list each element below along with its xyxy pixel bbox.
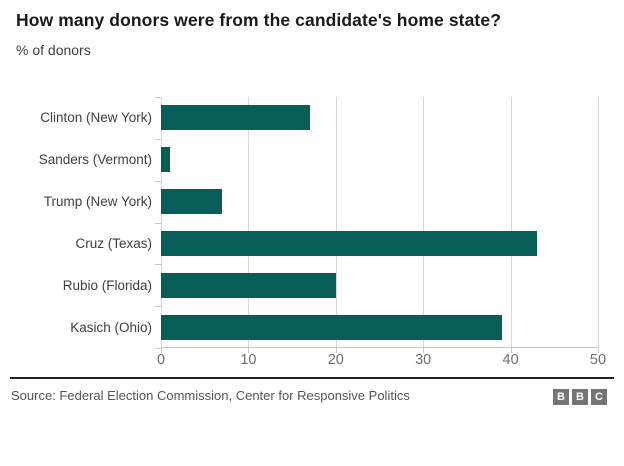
bar-cruz: [161, 230, 537, 256]
category-label: Rubio (Florida): [62, 277, 152, 293]
y-tick-mark: [155, 180, 161, 182]
x-tick-mark: [598, 348, 599, 353]
x-tick-label: 50: [589, 352, 607, 368]
bbc-logo-block: B: [572, 389, 588, 405]
chart-subtitle: % of donors: [16, 42, 91, 58]
bbc-logo-block: B: [553, 389, 569, 405]
footer-divider: [10, 377, 614, 379]
x-tick-mark: [248, 348, 250, 353]
bar-kasich: [161, 314, 502, 340]
x-tick-label: 10: [240, 352, 257, 368]
gridline-20: [335, 97, 337, 347]
y-tick-mark: [155, 138, 161, 140]
gridline-40: [510, 97, 512, 347]
category-label: Sanders (Vermont): [38, 152, 152, 168]
x-tick-mark: [423, 348, 425, 353]
x-tick-label: 0: [156, 352, 166, 368]
y-tick-mark: [155, 348, 161, 349]
bbc-logo-block: C: [591, 389, 607, 405]
x-tick-mark: [510, 348, 512, 353]
x-tick-mark: [335, 348, 337, 353]
y-tick-mark: [155, 306, 161, 308]
x-tick-label: 20: [327, 352, 344, 368]
x-tick-label: 30: [415, 352, 432, 368]
bar-rubio: [161, 272, 336, 298]
y-tick-mark: [155, 222, 161, 224]
gridline-0: [161, 97, 162, 347]
x-tick-label: 40: [502, 352, 519, 368]
source-credit: Source: Federal Election Commission, Cen…: [11, 388, 410, 403]
bar-sanders: [161, 147, 170, 173]
gridline-50: [598, 97, 599, 347]
bar-clinton: [161, 105, 310, 131]
x-tick-mark: [161, 348, 162, 353]
category-label: Kasich (Ohio): [70, 319, 152, 335]
y-tick-mark: [155, 264, 161, 266]
y-tick-mark: [155, 97, 161, 98]
category-label: Clinton (New York): [40, 110, 152, 126]
gridline-10: [248, 97, 250, 347]
category-label: Cruz (Texas): [75, 235, 152, 251]
bar-trump: [161, 189, 223, 215]
chart-title: How many donors were from the candidate'…: [16, 10, 501, 30]
category-label: Trump (New York): [43, 194, 152, 210]
plot-area: [161, 97, 599, 348]
gridline-30: [423, 97, 425, 347]
